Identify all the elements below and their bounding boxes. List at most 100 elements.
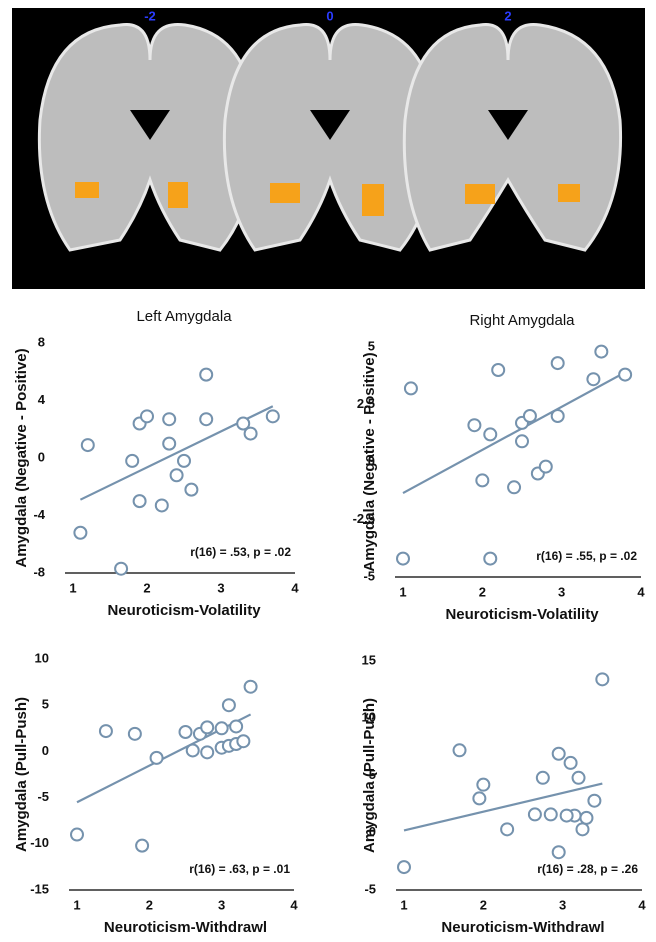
data-point — [236, 416, 251, 431]
x-tick-label: 2 — [143, 580, 150, 595]
chart-title: Left Amygdala — [136, 308, 232, 325]
data-point — [70, 827, 84, 842]
x-tick-label: 3 — [218, 897, 225, 912]
data-point — [200, 745, 215, 760]
y-tick-label: -5 — [364, 881, 376, 896]
data-point — [403, 381, 418, 396]
data-point — [579, 810, 594, 825]
data-point — [475, 473, 490, 488]
y-tick-label: -8 — [33, 564, 45, 579]
annotation: r(16) = .28, p = .26 — [537, 862, 638, 876]
data-point — [243, 426, 258, 441]
y-tick-label: 2.5 — [357, 396, 375, 411]
x-tick-label: 3 — [558, 584, 565, 599]
data-point — [483, 427, 498, 442]
data-point — [550, 356, 565, 371]
data-point — [73, 525, 88, 540]
data-point — [507, 480, 522, 495]
y-tick-label: 5 — [369, 767, 376, 782]
data-point — [184, 482, 199, 497]
data-point — [178, 724, 193, 739]
data-point — [135, 838, 150, 853]
data-point — [551, 845, 566, 860]
data-point — [543, 807, 558, 822]
data-point — [559, 808, 574, 823]
y-tick-label: -4 — [33, 507, 45, 522]
x-axis-label: Neuroticism-Volatility — [107, 602, 261, 619]
data-point — [594, 344, 609, 359]
y-tick-label: 0 — [38, 449, 45, 464]
x-axis-label: Neuroticism-Withdrawl — [104, 919, 267, 936]
annotation: r(16) = .55, p = .02 — [536, 549, 637, 563]
slice-label: 0 — [326, 8, 333, 23]
data-point — [221, 698, 236, 713]
x-tick-label: 4 — [637, 584, 645, 599]
data-point — [149, 750, 164, 765]
y-tick-label: 0 — [368, 453, 375, 468]
data-point — [229, 719, 244, 734]
data-point — [587, 793, 602, 808]
data-point — [563, 755, 578, 770]
data-point — [80, 438, 95, 453]
y-tick-label: 5 — [368, 338, 375, 353]
data-point — [571, 770, 586, 785]
data-point — [162, 436, 177, 451]
data-point — [127, 726, 142, 741]
y-axis-label: Amygdala (Pull-Push) — [13, 697, 30, 852]
data-point — [98, 724, 113, 739]
data-point — [586, 372, 601, 387]
x-tick-label: 4 — [290, 897, 298, 912]
data-point — [125, 453, 140, 468]
data-point — [162, 412, 177, 427]
y-axis-label: Amygdala (Pull-Push) — [361, 698, 378, 853]
y-tick-label: 8 — [38, 334, 45, 349]
y-tick-label: 10 — [362, 710, 376, 725]
x-axis-label: Neuroticism-Withdrawl — [441, 919, 604, 936]
chart-title: Right Amygdala — [469, 312, 575, 329]
x-tick-label: 2 — [146, 897, 153, 912]
data-point — [551, 746, 566, 761]
data-point — [535, 770, 550, 785]
data-point — [185, 743, 200, 758]
data-point — [214, 721, 229, 736]
x-tick-label: 3 — [559, 897, 566, 912]
x-tick-label: 2 — [479, 584, 486, 599]
y-tick-label: 0 — [42, 743, 49, 758]
y-tick-label: 5 — [42, 697, 49, 712]
x-tick-label: 1 — [73, 897, 80, 912]
data-point — [550, 409, 565, 423]
y-tick-label: 0 — [369, 824, 376, 839]
x-tick-label: 1 — [69, 580, 76, 595]
data-point — [483, 551, 498, 566]
fit-line — [403, 782, 603, 832]
y-tick-label: -2.5 — [353, 511, 375, 526]
data-point — [500, 822, 515, 837]
data-point — [114, 561, 129, 576]
x-tick-label: 2 — [480, 897, 487, 912]
data-point — [169, 468, 184, 483]
data-point — [397, 860, 411, 875]
y-tick-label: -5 — [37, 789, 49, 804]
data-point — [491, 363, 506, 377]
y-tick-label: -15 — [30, 881, 49, 896]
data-point — [200, 720, 215, 735]
data-point — [467, 418, 482, 433]
data-point — [265, 409, 280, 424]
y-tick-label: -10 — [30, 835, 49, 850]
data-point — [243, 679, 258, 694]
data-point — [527, 807, 542, 822]
data-point — [236, 734, 251, 749]
y-axis-label: Amygdala (Negative - Positive) — [13, 348, 30, 567]
y-tick-label: 15 — [362, 652, 376, 667]
data-point — [515, 434, 529, 449]
data-point — [472, 791, 487, 806]
x-tick-label: 4 — [638, 897, 646, 912]
data-point — [396, 551, 410, 566]
x-axis-label: Neuroticism-Volatility — [445, 606, 599, 623]
x-tick-label: 1 — [399, 584, 406, 599]
annotation: r(16) = .53, p = .02 — [190, 545, 291, 559]
y-tick-label: -5 — [363, 568, 375, 583]
data-point — [575, 822, 590, 837]
fit-line — [402, 371, 626, 495]
